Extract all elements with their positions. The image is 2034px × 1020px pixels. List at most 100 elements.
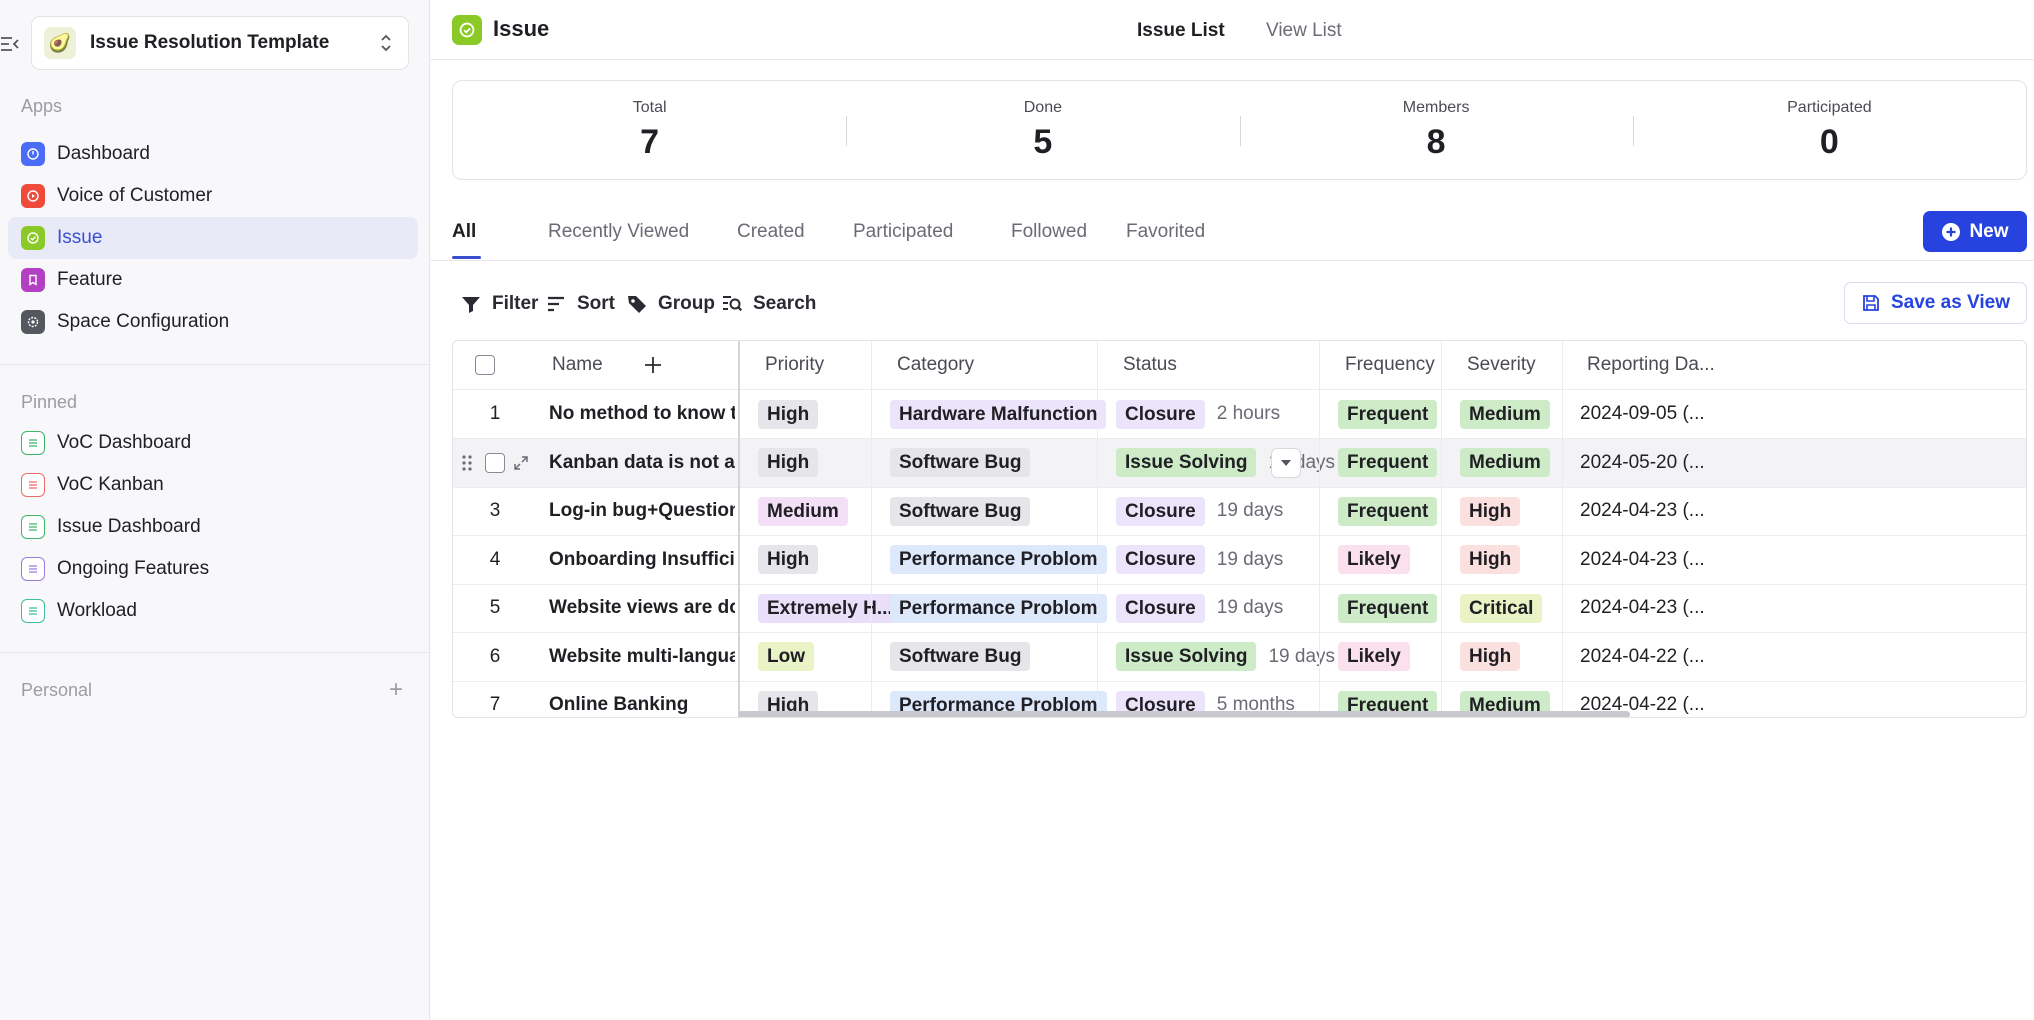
reporting-date[interactable]: 2024-04-22 (... [1580,645,1705,667]
priority-cell[interactable]: Extremely H... [758,584,902,632]
severity-tag[interactable]: High [1460,642,1521,671]
frequency-cell[interactable]: Frequent [1338,390,1438,438]
category-cell[interactable]: Software Bug [890,633,1031,681]
severity-tag[interactable]: High [1460,545,1521,574]
reporting-date[interactable]: 2024-09-05 (... [1580,403,1705,424]
status-tag[interactable]: Issue Solving [1116,642,1257,671]
tab-issue-list[interactable]: Issue List [1137,20,1225,41]
new-button[interactable]: New [1923,211,2027,252]
category-tag[interactable]: Software Bug [890,496,1031,526]
sidebar-item-voc-dashboard[interactable]: VoC Dashboard [8,422,418,464]
add-column-icon[interactable] [639,341,667,389]
filter-button[interactable]: Filter [460,284,538,324]
reporting-date[interactable]: 2024-04-23 (... [1580,548,1705,570]
category-cell[interactable]: Performance Problom [890,536,1107,584]
tab-all[interactable]: All [452,221,477,242]
category-tag[interactable]: Software Bug [890,642,1031,671]
select-all-checkbox[interactable] [453,341,517,389]
collapse-sidebar-icon[interactable] [0,34,22,56]
severity-cell[interactable]: High [1460,487,1521,535]
issue-name[interactable]: Online Banking [549,694,689,715]
category-tag[interactable]: Performance Problom [890,593,1107,623]
frequency-tag[interactable]: Frequent [1338,593,1438,623]
severity-cell[interactable]: High [1460,633,1521,681]
search-button[interactable]: Search [721,284,816,324]
reporting-date[interactable]: 2024-04-23 (... [1580,500,1705,521]
table-row[interactable]: 1 No method to know the ref... High Hardwar… [453,390,2026,439]
column-header-status[interactable]: Status [1123,354,1177,375]
sort-button[interactable]: Sort [545,284,615,324]
priority-cell[interactable]: Low [758,633,814,681]
frequency-cell[interactable]: Frequent [1338,584,1438,632]
column-header-frequency[interactable]: Frequency [1345,354,1435,375]
priority-tag[interactable]: Low [758,642,814,671]
status-cell[interactable]: Closure 19 days [1116,536,1283,584]
column-header-category[interactable]: Category [897,354,975,375]
category-tag[interactable]: Performance Problom [890,545,1107,574]
priority-cell[interactable]: High [758,439,819,487]
row-checkbox[interactable] [484,439,506,487]
priority-cell[interactable]: High [758,390,819,438]
frequency-cell[interactable]: Frequent [1338,487,1438,535]
severity-tag[interactable]: High [1460,496,1521,526]
tab-participated[interactable]: Participated [853,221,954,242]
category-cell[interactable]: Software Bug [890,487,1031,535]
priority-tag[interactable]: High [758,399,819,429]
issue-name[interactable]: Log-in bug+Question/Issue... [549,500,735,521]
severity-cell[interactable]: Critical [1460,584,1543,632]
issue-name[interactable]: Kanban data is not automa... [549,451,735,473]
frequency-tag[interactable]: Frequent [1338,399,1438,429]
severity-tag[interactable]: Medium [1460,448,1550,477]
category-tag[interactable]: Software Bug [890,448,1031,477]
status-cell[interactable]: Closure 2 hours [1116,390,1280,438]
table-row[interactable]: 4 Onboarding Insufficient+C... High Perform… [453,536,2026,585]
horizontal-scrollbar[interactable] [738,711,1630,717]
reporting-date[interactable]: 2024-04-23 (... [1580,597,1705,618]
issue-name[interactable]: Website multi-language se... [549,645,735,667]
status-tag[interactable]: Closure [1116,496,1205,526]
sidebar-item-feature[interactable]: Feature [8,259,418,301]
status-tag[interactable]: Issue Solving [1116,448,1257,477]
table-row[interactable]: 6 Website multi-language se... Low Software… [453,633,2026,682]
reporting-date[interactable]: 2024-05-20 (... [1580,451,1705,473]
category-tag[interactable]: Hardware Malfunction [890,399,1107,429]
tab-view-list[interactable]: View List [1266,20,1342,41]
tab-created[interactable]: Created [737,221,805,242]
status-cell[interactable]: Closure 19 days [1116,487,1283,535]
priority-cell[interactable]: High [758,536,819,584]
table-row[interactable]: 3 Log-in bug+Question/Issue... Medium Softw… [453,487,2026,536]
frequency-tag[interactable]: Likely [1338,642,1410,671]
frequency-cell[interactable]: Frequent [1338,439,1438,487]
save-as-view-button[interactable]: Save as View [1844,282,2027,324]
status-tag[interactable]: Closure [1116,545,1205,574]
category-cell[interactable]: Performance Problom [890,584,1107,632]
category-cell[interactable]: Software Bug [890,439,1031,487]
sidebar-item-voice-of-customer[interactable]: Voice of Customer [8,175,418,217]
status-cell[interactable]: Closure 19 days [1116,584,1283,632]
table-row[interactable]: Kanban data is not automa... High Software… [453,438,2026,488]
frequency-tag[interactable]: Frequent [1338,448,1438,477]
reporting-date[interactable]: 2024-04-22 (... [1580,694,1705,715]
sidebar-item-ongoing-features[interactable]: Ongoing Features [8,548,418,590]
sidebar-item-issue[interactable]: Issue [8,217,418,259]
category-dropdown-icon[interactable] [1271,447,1301,478]
priority-cell[interactable]: Medium [758,487,848,535]
sidebar-item-voc-kanban[interactable]: VoC Kanban [8,464,418,506]
drag-handle-icon[interactable] [457,439,477,487]
issue-name[interactable]: No method to know the ref... [549,403,735,424]
frequency-cell[interactable]: Likely [1338,633,1410,681]
tab-followed[interactable]: Followed [1011,221,1088,242]
status-cell[interactable]: Issue Solving 19 days [1116,439,1335,487]
status-tag[interactable]: Closure [1116,399,1205,429]
status-tag[interactable]: Closure [1116,593,1205,623]
priority-tag[interactable]: High [758,545,819,574]
severity-cell[interactable]: High [1460,536,1521,584]
issue-name[interactable]: Onboarding Insufficient+C... [549,548,735,570]
column-header-severity[interactable]: Severity [1467,354,1536,375]
category-cell[interactable]: Hardware Malfunction [890,390,1107,438]
frequency-cell[interactable]: Likely [1338,536,1410,584]
frequency-tag[interactable]: Likely [1338,545,1410,574]
table-row[interactable]: 5 Website views are down Extremely H...Per… [453,584,2026,633]
frequency-tag[interactable]: Frequent [1338,496,1438,526]
column-header-priority[interactable]: Priority [765,354,825,375]
